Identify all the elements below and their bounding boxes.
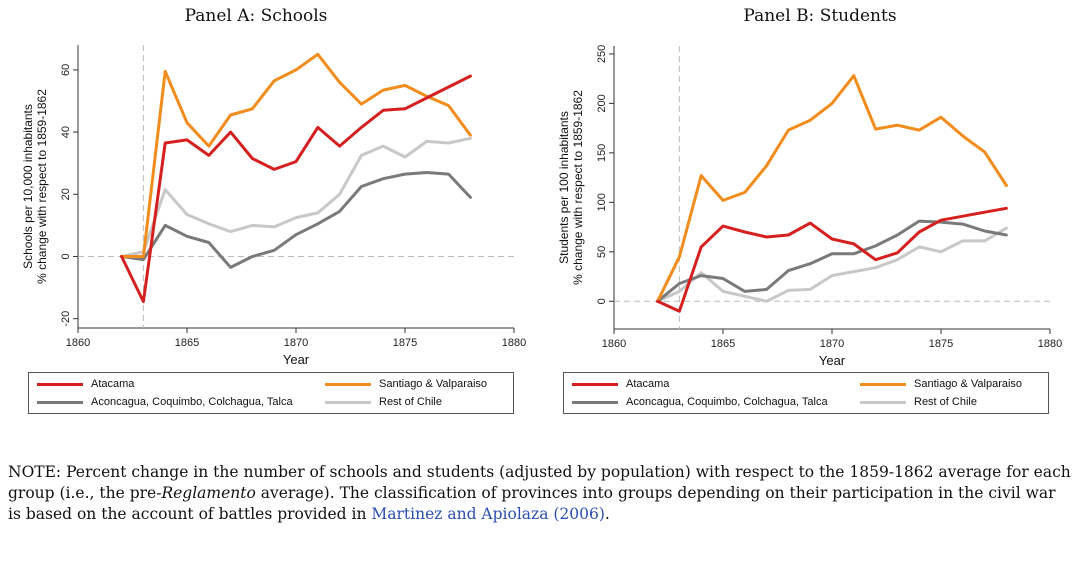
legend-label-aconcagua: Aconcagua, Coquimbo, Colchagua, Talca (626, 396, 828, 408)
panel-b-legend: Atacama Santiago & Valparaiso Aconcagua,… (563, 372, 1049, 414)
panel-a-series-rest-of-chile (120, 136, 472, 258)
legend-swatch-santiago (325, 382, 371, 386)
panel-a-series-aconcagua-coquimbo-colchagua-talca (120, 171, 472, 269)
panel-a-series-atacama (120, 74, 472, 304)
panel-b-y-tick-label: 150 (596, 144, 608, 162)
panel-b-chart: 1860 1865 1870 1875 1880 0 50 100 150 200 250 Year S… (557, 45, 1062, 368)
panel-b-series-santiago-valparaiso (656, 74, 1008, 303)
legend-item-rest: Rest of Chile (860, 396, 977, 408)
note-italic: Reglamento (161, 484, 256, 502)
figure-note: NOTE: Percent change in the number of sc… (8, 462, 1072, 525)
legend-item-aconcagua: Aconcagua, Coquimbo, Colchagua, Talca (572, 396, 828, 408)
panel-b-y-axis-title-line2: % change with respect to 1859-1862 (571, 90, 585, 285)
note-suffix: . (604, 505, 610, 523)
legend-swatch-rest (325, 400, 371, 404)
panel-b-x-tick-label: 1865 (711, 338, 735, 350)
panel-b-y-axis-title-line1: Students per 100 inhabitants (557, 111, 571, 264)
legend-swatch-atacama (572, 382, 618, 386)
legend-item-santiago: Santiago & Valparaiso (325, 378, 487, 390)
legend-item-atacama: Atacama (37, 378, 134, 390)
panel-a-y-tick-label: 20 (60, 188, 72, 200)
panel-a-x-tick-label: 1880 (502, 337, 526, 349)
citation-link[interactable]: Martinez and Apiolaza (2006) (371, 505, 605, 523)
panel-a-y-axis-title-line2: % change with respect to 1859-1862 (35, 89, 49, 284)
legend-item-atacama: Atacama (572, 378, 669, 390)
legend-swatch-aconcagua (572, 400, 618, 404)
note-prefix: NOTE: Percent change in the number of sc… (8, 463, 1071, 502)
panel-b-y-tick-label: 250 (596, 45, 608, 63)
legend-label-rest: Rest of Chile (379, 396, 442, 408)
panel-a-series-santiago-valparaiso (120, 52, 472, 258)
legend-label-atacama: Atacama (626, 378, 670, 390)
panel-a-y-tick-label: 40 (60, 126, 72, 138)
panel-a-x-tick-label: 1865 (175, 337, 199, 349)
legend-label-aconcagua: Aconcagua, Coquimbo, Colchagua, Talca (91, 396, 293, 408)
legend-swatch-atacama (37, 382, 83, 386)
panel-b-series-atacama (656, 206, 1008, 313)
legend-item-rest: Rest of Chile (325, 396, 442, 408)
panel-a-x-tick-label: 1875 (393, 337, 417, 349)
legend-swatch-santiago (860, 382, 906, 386)
panel-a-x-axis-title: Year (283, 352, 310, 367)
panel-b-title: Panel B: Students (743, 6, 897, 26)
panel-b-x-tick-label: 1875 (929, 338, 953, 350)
panel-a-legend: Atacama Santiago & Valparaiso Aconcagua,… (28, 372, 514, 414)
panel-b-series-rest-of-chile (656, 226, 1008, 303)
legend-label-santiago: Santiago & Valparaiso (914, 378, 1023, 390)
panel-a-y-axis-title-line1: Schools per 10,000 inhabitants (21, 104, 35, 269)
panel-a-y-tick-label: 60 (60, 64, 72, 76)
panel-b-x-tick-label: 1880 (1038, 338, 1062, 350)
panel-a-title: Panel A: Schools (184, 6, 328, 26)
panel-b-y-tick-label: 0 (596, 298, 608, 304)
panel-b-x-tick-label: 1870 (820, 338, 844, 350)
panel-b-x-tick-label: 1860 (602, 338, 626, 350)
legend-swatch-aconcagua (37, 400, 83, 404)
panel-b-y-tick-label: 200 (596, 94, 608, 112)
legend-item-aconcagua: Aconcagua, Coquimbo, Colchagua, Talca (37, 396, 293, 408)
panel-a-x-tick-label: 1860 (66, 337, 90, 349)
legend-label-atacama: Atacama (91, 378, 135, 390)
legend-label-santiago: Santiago & Valparaiso (379, 378, 488, 390)
legend-item-santiago: Santiago & Valparaiso (860, 378, 1022, 390)
panel-a-y-tick-label: -20 (60, 311, 72, 327)
panel-b-series-aconcagua-coquimbo-colchagua-talca (656, 219, 1008, 303)
panel-a-y-tick-label: 0 (60, 253, 72, 259)
panel-a-chart: 1860 1865 1870 1875 1880 -20 0 20 40 60 Year School… (21, 45, 526, 367)
panel-b-y-tick-label: 50 (596, 246, 608, 258)
legend-swatch-rest (860, 400, 906, 404)
panel-b-y-tick-label: 100 (596, 193, 608, 211)
note-middle: average). The classification of province… (8, 484, 1056, 523)
panel-a-x-tick-label: 1870 (284, 337, 308, 349)
legend-label-rest: Rest of Chile (914, 396, 977, 408)
panel-b-x-axis-title: Year (819, 353, 846, 368)
